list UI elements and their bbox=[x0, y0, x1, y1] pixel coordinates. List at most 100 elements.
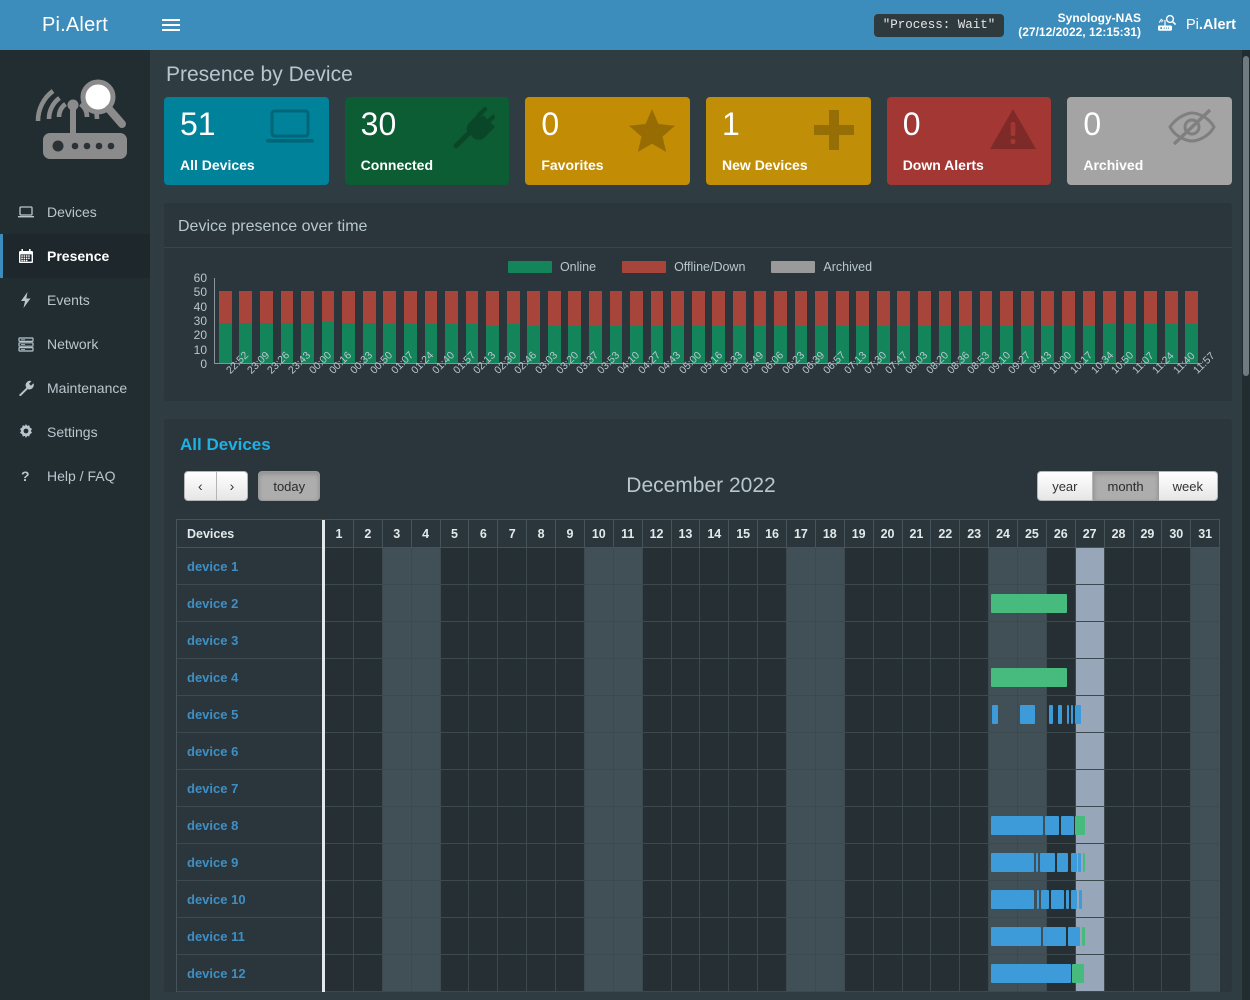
timeline-day-cell[interactable] bbox=[1132, 770, 1162, 806]
timeline-day-cell[interactable] bbox=[1190, 585, 1219, 621]
timeline-day-cell[interactable] bbox=[670, 844, 700, 880]
timeline-day-cell[interactable] bbox=[1045, 881, 1075, 917]
timeline-day-cell[interactable] bbox=[1103, 548, 1133, 584]
timeline-day-cell[interactable] bbox=[670, 955, 700, 991]
timeline-day-cell[interactable] bbox=[1132, 881, 1162, 917]
timeline-day-cell[interactable] bbox=[1103, 696, 1133, 732]
timeline-day-cell[interactable] bbox=[728, 955, 758, 991]
stat-card-down-alerts[interactable]: 0 Down Alerts bbox=[886, 97, 1052, 185]
chart-bar-slot[interactable] bbox=[667, 278, 688, 363]
timeline-day-cell[interactable] bbox=[1190, 733, 1219, 769]
timeline-day-cell[interactable] bbox=[468, 881, 498, 917]
timeline-day-cell[interactable] bbox=[1045, 585, 1075, 621]
timeline-day-cell[interactable] bbox=[1103, 844, 1133, 880]
chart-bar-slot[interactable] bbox=[544, 278, 565, 363]
timeline-day-cell[interactable] bbox=[526, 733, 555, 769]
timeline-day-cell[interactable] bbox=[814, 844, 844, 880]
timeline-day-cell[interactable] bbox=[843, 585, 873, 621]
timeline-day-cell[interactable] bbox=[901, 585, 931, 621]
timeline-day-cell[interactable] bbox=[901, 659, 931, 695]
chart-bar-slot[interactable] bbox=[852, 278, 873, 363]
presence-chart[interactable]: 60 50 40 30 20 10 0 22:52 23:09 23:26 23:43 00:00 0… bbox=[184, 272, 1218, 393]
timeline-day-cell[interactable] bbox=[901, 918, 931, 954]
prev-month-button[interactable]: ‹ bbox=[184, 471, 217, 501]
timeline-day-cell[interactable] bbox=[410, 844, 440, 880]
sidebar-item-devices[interactable]: Devices bbox=[0, 190, 150, 234]
timeline-day-cell[interactable] bbox=[1161, 881, 1191, 917]
chart-bar-slot[interactable] bbox=[709, 278, 730, 363]
timeline-day-cell[interactable] bbox=[988, 918, 1017, 954]
timeline-day-cell[interactable] bbox=[786, 733, 815, 769]
timeline-day-header-cell[interactable]: 12 bbox=[641, 520, 671, 548]
timeline-day-cell[interactable] bbox=[872, 622, 902, 658]
timeline-day-cell[interactable] bbox=[1161, 770, 1191, 806]
timeline-day-cell[interactable] bbox=[1161, 733, 1191, 769]
timeline-day-cell[interactable] bbox=[325, 622, 353, 658]
timeline-day-cell[interactable] bbox=[959, 585, 989, 621]
timeline-day-cell[interactable] bbox=[497, 955, 527, 991]
timeline-day-cell[interactable] bbox=[814, 622, 844, 658]
chart-bar-slot[interactable] bbox=[626, 278, 647, 363]
timeline-day-cell[interactable] bbox=[699, 770, 729, 806]
calendar-view-week[interactable]: week bbox=[1158, 471, 1218, 501]
timeline-day-cell[interactable] bbox=[410, 733, 440, 769]
app-logo[interactable]: Pi .Alert bbox=[0, 0, 150, 50]
timeline-day-cell[interactable] bbox=[728, 659, 758, 695]
timeline-day-cell[interactable] bbox=[526, 918, 555, 954]
timeline-day-cell[interactable] bbox=[1017, 881, 1046, 917]
timeline-day-cell[interactable] bbox=[583, 770, 613, 806]
timeline-day-cell[interactable] bbox=[1045, 807, 1075, 843]
timeline-day-cell[interactable] bbox=[641, 733, 671, 769]
timeline-day-cell[interactable] bbox=[1074, 659, 1104, 695]
chart-bar-slot[interactable] bbox=[277, 278, 298, 363]
timeline-day-cell[interactable] bbox=[325, 585, 353, 621]
timeline-day-cell[interactable] bbox=[583, 881, 613, 917]
timeline-day-header-cell[interactable]: 14 bbox=[699, 520, 729, 548]
timeline-day-cell[interactable] bbox=[1017, 955, 1046, 991]
chart-bar-slot[interactable] bbox=[996, 278, 1017, 363]
timeline-day-cell[interactable] bbox=[959, 696, 989, 732]
timeline-day-cell[interactable] bbox=[410, 585, 440, 621]
timeline-day-cell[interactable] bbox=[325, 807, 353, 843]
timeline-day-cell[interactable] bbox=[988, 844, 1017, 880]
calendar-view-year[interactable]: year bbox=[1037, 471, 1093, 501]
timeline-day-cell[interactable] bbox=[872, 696, 902, 732]
timeline-day-cell[interactable] bbox=[988, 733, 1017, 769]
timeline-day-cell[interactable] bbox=[670, 807, 700, 843]
timeline-day-cell[interactable] bbox=[699, 585, 729, 621]
timeline-day-cell[interactable] bbox=[728, 807, 758, 843]
timeline-day-header-cell[interactable]: 7 bbox=[497, 520, 527, 548]
timeline-day-cell[interactable] bbox=[757, 622, 786, 658]
timeline-day-cell[interactable] bbox=[381, 955, 411, 991]
timeline-day-cell[interactable] bbox=[612, 770, 642, 806]
timeline-day-header-cell[interactable]: 5 bbox=[439, 520, 469, 548]
timeline-day-cell[interactable] bbox=[1045, 770, 1075, 806]
timeline-day-cell[interactable] bbox=[468, 733, 498, 769]
timeline-day-cell[interactable] bbox=[325, 733, 353, 769]
timeline-day-cell[interactable] bbox=[497, 844, 527, 880]
timeline-day-cell[interactable] bbox=[555, 548, 584, 584]
timeline-day-cell[interactable] bbox=[699, 622, 729, 658]
timeline-day-cell[interactable] bbox=[728, 881, 758, 917]
timeline-day-cell[interactable] bbox=[468, 659, 498, 695]
timeline-day-cell[interactable] bbox=[1161, 659, 1191, 695]
timeline-day-cell[interactable] bbox=[555, 844, 584, 880]
chart-bar-slot[interactable] bbox=[297, 278, 318, 363]
timeline-day-cell[interactable] bbox=[930, 918, 960, 954]
timeline-day-cell[interactable] bbox=[612, 844, 642, 880]
timeline-day-cell[interactable] bbox=[814, 881, 844, 917]
timeline-day-cell[interactable] bbox=[439, 622, 469, 658]
timeline-day-cell[interactable] bbox=[757, 844, 786, 880]
chart-bar-slot[interactable] bbox=[1161, 278, 1182, 363]
timeline-day-cell[interactable] bbox=[641, 844, 671, 880]
timeline-day-cell[interactable] bbox=[352, 622, 382, 658]
timeline-day-cell[interactable] bbox=[930, 585, 960, 621]
timeline-day-cell[interactable] bbox=[526, 770, 555, 806]
timeline-day-cell[interactable] bbox=[612, 548, 642, 584]
timeline-day-header-cell[interactable]: 13 bbox=[670, 520, 700, 548]
chart-bar-slot[interactable] bbox=[1140, 278, 1161, 363]
timeline-day-header-cell[interactable]: 17 bbox=[786, 520, 815, 548]
timeline-day-cell[interactable] bbox=[1074, 548, 1104, 584]
timeline-day-cell[interactable] bbox=[930, 844, 960, 880]
timeline-day-cell[interactable] bbox=[1017, 585, 1046, 621]
